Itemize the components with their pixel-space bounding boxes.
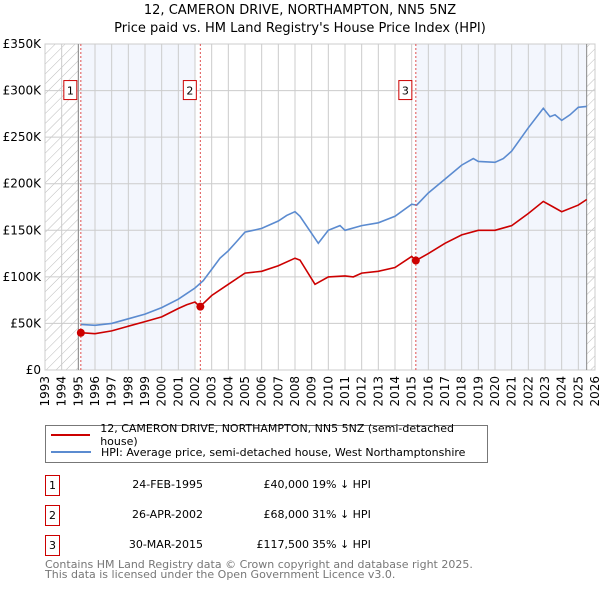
x-tick-label: 2017 (438, 376, 452, 407)
x-tick-label: 2004 (221, 376, 235, 407)
x-tick-label: 2016 (421, 376, 435, 407)
sale-date: 30-MAR-2015 (128, 538, 203, 551)
x-tick-label: 2026 (588, 376, 600, 407)
chart-title: 12, CAMERON DRIVE, NORTHAMPTON, NN5 5NZ (144, 3, 456, 18)
x-tick-label: 2012 (355, 376, 369, 407)
footer-line: Contains HM Land Registry data © Crown c… (45, 558, 473, 571)
x-tick-label: 2025 (571, 376, 585, 407)
footer-line: This data is licensed under the Open Gov… (45, 568, 396, 581)
hatched-region-after (586, 44, 595, 370)
legend: 12, CAMERON DRIVE, NORTHAMPTON, NN5 5NZ … (45, 422, 488, 463)
sale-row: 2 26-APR-2002 £68,000 31% ↓ HPI (45, 505, 465, 526)
x-tick-label: 2019 (471, 376, 485, 407)
y-tick-label: £100K (3, 270, 43, 284)
sale-label: 2 (186, 85, 193, 98)
hpi-line (80, 105, 587, 327)
sale-date: 26-APR-2002 (131, 508, 203, 521)
x-tick-label: 2001 (171, 376, 185, 407)
sale-point (196, 302, 205, 311)
y-tick-label: £0 (26, 363, 41, 377)
x-tick-label: 2000 (155, 376, 169, 407)
sale-row: 1 24-FEB-1995 £40,000 19% ↓ HPI (45, 475, 465, 496)
x-tick-label: 2021 (505, 376, 519, 407)
sale-label-box (182, 80, 197, 101)
sale-number: 1 (45, 475, 60, 496)
x-tick-label: 2018 (455, 376, 469, 407)
x-tick-label: 1997 (105, 376, 119, 407)
x-tick-label: 2006 (255, 376, 269, 407)
x-tick-label: 2008 (288, 376, 302, 407)
x-tick-label: 2009 (305, 376, 319, 407)
legend-item-hpi: HPI: Average price, semi-detached house,… (51, 444, 465, 460)
x-tick-label: 2014 (388, 376, 402, 407)
x-tick-label: 1999 (138, 376, 152, 407)
y-tick-label: £250K (3, 130, 43, 144)
sale-number: 3 (45, 535, 60, 556)
x-tick-label: 1995 (71, 376, 85, 407)
x-tick-label: 2013 (371, 376, 385, 407)
sale-date: 24-FEB-1995 (132, 478, 203, 491)
x-tick-label: 2003 (205, 376, 219, 407)
sale-hpi-diff: 31% ↓ HPI (312, 508, 371, 521)
x-tick-label: 2011 (338, 376, 352, 407)
sale-label-box (63, 80, 78, 101)
legend-label: HPI: Average price, semi-detached house,… (101, 445, 466, 459)
sale-point (411, 256, 420, 265)
sale-point (76, 328, 85, 337)
property-price-line (80, 198, 588, 335)
sale-price: £68,000 (263, 508, 310, 521)
sale-price: £40,000 (263, 478, 310, 491)
x-tick-label: 2005 (238, 376, 252, 407)
x-tick-label: 1994 (55, 376, 69, 407)
y-tick-label: £50K (10, 316, 42, 330)
chart-subtitle: Price paid vs. HM Land Registry's House … (114, 21, 486, 36)
sale-price: £117,500 (256, 538, 310, 551)
legend-item-property: 12, CAMERON DRIVE, NORTHAMPTON, NN5 5NZ … (51, 422, 487, 448)
x-tick-label: 2024 (555, 376, 569, 407)
legend-swatch-red (51, 434, 91, 436)
footer: Contains HM Land Registry data © Crown c… (45, 558, 473, 581)
x-tick-label: 2015 (405, 376, 419, 407)
plot-border (44, 43, 596, 371)
price-chart: 12, CAMERON DRIVE, NORTHAMPTON, NN5 5NZ … (3, 3, 600, 407)
sale-hpi-diff: 35% ↓ HPI (312, 538, 371, 551)
x-tick-label: 2007 (271, 376, 285, 407)
y-tick-label: £200K (3, 177, 43, 191)
x-tick-label: 2020 (488, 376, 502, 407)
y-tick-label: £300K (3, 84, 43, 98)
sale-row: 3 30-MAR-2015 £117,500 35% ↓ HPI (45, 535, 465, 556)
x-tick-label: 1993 (38, 376, 52, 407)
y-tick-label: £350K (3, 37, 43, 51)
sale-number: 2 (45, 505, 60, 526)
legend-swatch-blue (51, 451, 91, 453)
y-tick-label: £150K (3, 223, 43, 237)
x-tick-label: 2002 (188, 376, 202, 407)
x-tick-label: 2023 (538, 376, 552, 407)
sale-label: 3 (402, 85, 409, 98)
sale-label: 1 (67, 85, 74, 98)
sale-label-box (398, 80, 413, 101)
x-tick-label: 2022 (521, 376, 535, 407)
x-tick-label: 2010 (321, 376, 335, 407)
legend-label: 12, CAMERON DRIVE, NORTHAMPTON, NN5 5NZ … (100, 422, 454, 448)
x-tick-label: 1998 (121, 376, 135, 407)
shaded-ownership-period (415, 44, 587, 370)
x-tick-label: 1996 (88, 376, 102, 407)
sale-hpi-diff: 19% ↓ HPI (312, 478, 371, 491)
